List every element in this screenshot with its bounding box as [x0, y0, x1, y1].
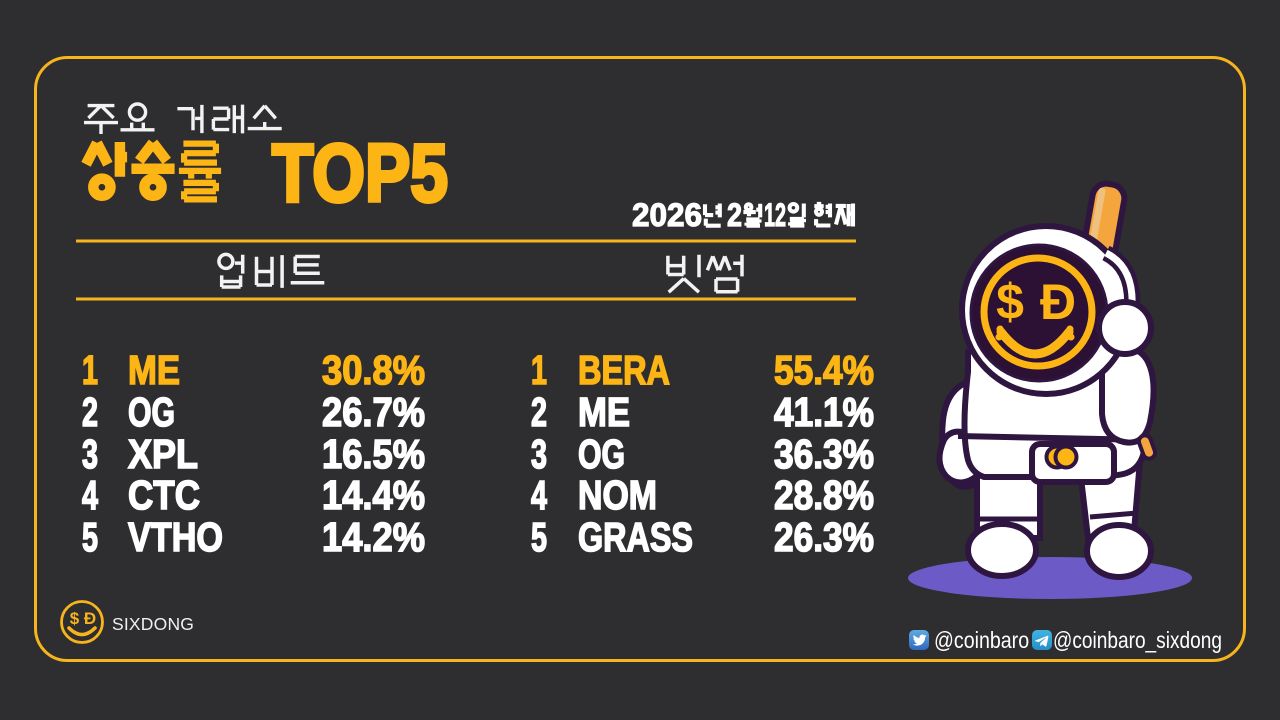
svg-text:XPL: XPL	[128, 431, 198, 477]
svg-text:4: 4	[82, 472, 98, 518]
svg-text:ME: ME	[128, 347, 180, 393]
svg-text:VTHO: VTHO	[128, 514, 223, 560]
svg-text:2026: 2026	[632, 197, 702, 233]
svg-text:36.3%: 36.3%	[774, 431, 874, 477]
svg-text:@coinbaro: @coinbaro	[934, 628, 1029, 654]
svg-text:5: 5	[531, 514, 547, 560]
svg-text:1: 1	[531, 347, 547, 393]
svg-text:4: 4	[531, 472, 547, 518]
svg-text:2: 2	[531, 389, 547, 435]
svg-text:@coinbaro_sixdong: @coinbaro_sixdong	[1053, 628, 1222, 653]
svg-text:$: $	[996, 274, 1024, 330]
svg-text:$: $	[70, 609, 80, 628]
svg-text:CTC: CTC	[128, 472, 200, 518]
svg-text:28.8%: 28.8%	[774, 472, 874, 518]
svg-text:5: 5	[82, 514, 98, 560]
svg-text:OG: OG	[128, 389, 175, 435]
svg-text:TOP5: TOP5	[272, 128, 448, 219]
svg-text:SIXDONG: SIXDONG	[112, 614, 194, 634]
svg-text:1: 1	[82, 347, 98, 393]
svg-text:14.4%: 14.4%	[322, 472, 425, 518]
svg-text:30.8%: 30.8%	[322, 347, 425, 393]
svg-text:Đ: Đ	[84, 609, 96, 628]
svg-text:16.5%: 16.5%	[322, 431, 425, 477]
svg-text:NOM: NOM	[578, 472, 657, 518]
svg-text:26.7%: 26.7%	[322, 389, 425, 435]
svg-text:GRASS: GRASS	[578, 514, 693, 560]
svg-text:3: 3	[531, 431, 547, 477]
svg-text:2: 2	[82, 389, 98, 435]
svg-text:55.4%: 55.4%	[774, 347, 874, 393]
svg-text:ME: ME	[578, 389, 630, 435]
svg-text:41.1%: 41.1%	[774, 389, 874, 435]
svg-text:14.2%: 14.2%	[322, 514, 425, 560]
svg-text:26.3%: 26.3%	[774, 514, 874, 560]
svg-text:3: 3	[82, 431, 98, 477]
svg-text:2: 2	[727, 197, 742, 233]
svg-text:12: 12	[764, 197, 786, 233]
svg-text:BERA: BERA	[578, 347, 670, 393]
svg-text:Đ: Đ	[1040, 274, 1076, 330]
svg-text:OG: OG	[578, 431, 625, 477]
